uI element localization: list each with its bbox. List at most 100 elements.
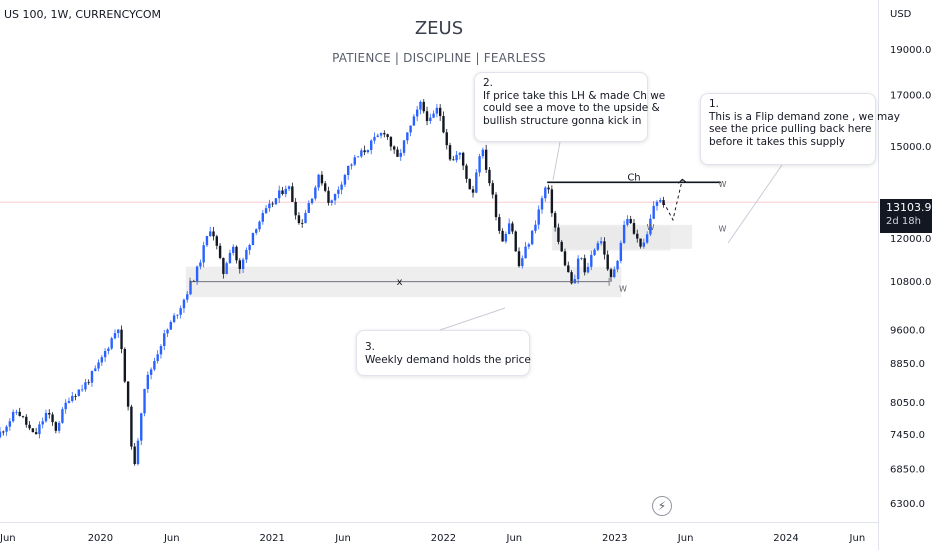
- candle-body: [232, 246, 235, 253]
- time-tick-label: Jun: [506, 533, 523, 544]
- candle-body: [120, 329, 123, 350]
- candle-body: [107, 348, 110, 351]
- candle-body: [87, 382, 90, 384]
- weekly-label: W: [619, 284, 627, 293]
- x-level-label: x: [397, 277, 403, 288]
- time-tick-label: Jun: [677, 533, 694, 544]
- candle-body: [74, 395, 77, 397]
- candle-body: [291, 186, 294, 202]
- candle-body: [179, 308, 182, 315]
- candle-body: [90, 370, 94, 383]
- candle-body: [225, 263, 228, 274]
- candle-body: [149, 369, 153, 375]
- candle-body: [51, 414, 54, 423]
- note-1[interactable]: 1. This is a Flip demand zone , we may s…: [700, 93, 900, 165]
- candle-body: [103, 350, 107, 358]
- weekly-label: W: [647, 223, 655, 232]
- price-axis[interactable]: 19000.0 17000.0 15000.0 12000.0 10800.0 9600.…: [890, 45, 931, 510]
- candle-body: [57, 422, 61, 431]
- candle-body: [64, 402, 67, 410]
- candle-body: [327, 190, 330, 203]
- candle-body: [143, 388, 146, 414]
- candle-body: [475, 172, 478, 193]
- lightning-icon[interactable]: ⚡: [652, 496, 672, 516]
- candle-body: [353, 157, 356, 165]
- candle-body: [432, 113, 435, 118]
- candle-body: [373, 136, 376, 141]
- candle-body: [386, 134, 389, 138]
- candle-body: [258, 221, 261, 230]
- candle-body: [366, 150, 370, 153]
- weekly-label: W: [718, 180, 726, 189]
- candle-body: [274, 198, 278, 205]
- candle-body: [261, 213, 264, 222]
- price-tick-label: 8050.0: [890, 398, 925, 409]
- candle-body: [606, 254, 609, 270]
- candle-body: [501, 230, 504, 242]
- candle-body: [140, 413, 143, 441]
- candle-body: [435, 107, 439, 114]
- symbol-label: US 100, 1W, CURRENCYCOM: [4, 8, 162, 21]
- candle-body: [337, 189, 340, 194]
- candle-body: [8, 421, 12, 427]
- candle-body: [11, 411, 15, 422]
- candle-body: [478, 156, 481, 173]
- candle-body: [412, 116, 416, 126]
- note1-pointer: [727, 164, 783, 244]
- candle-body: [189, 281, 192, 295]
- candle-body: [593, 249, 596, 255]
- candle-body: [34, 432, 38, 435]
- candle-body: [18, 411, 21, 416]
- annotations-layer: Ch x W W W W: [189, 172, 726, 293]
- candle-body: [652, 205, 655, 219]
- candle-body: [195, 266, 199, 282]
- candle-body: [126, 381, 130, 407]
- candle-body: [54, 422, 58, 431]
- candle-body: [642, 242, 646, 247]
- candle-body: [31, 428, 35, 433]
- candle-body: [297, 215, 301, 224]
- candle-body: [146, 374, 150, 389]
- candle-body: [156, 354, 159, 361]
- candle-body: [44, 412, 48, 422]
- candle-body: [369, 140, 373, 151]
- candle-body: [48, 412, 51, 415]
- candle-body: [609, 269, 613, 278]
- note-3[interactable]: 3. Weekly demand holds the price: [356, 330, 531, 376]
- candle-body: [425, 111, 429, 122]
- candle-body: [350, 164, 353, 166]
- candle-body: [471, 189, 475, 193]
- note-3-line: 3.: [365, 341, 376, 353]
- candle-body: [379, 133, 383, 136]
- weekly-label: W: [718, 225, 726, 234]
- candle-body: [330, 200, 333, 203]
- candle-body: [511, 223, 514, 232]
- candle-body: [415, 109, 419, 117]
- candle-body: [228, 252, 232, 264]
- note-2-line: bullish structure gonna kick in: [483, 114, 642, 127]
- candle-body: [626, 218, 629, 225]
- candle-body: [235, 246, 238, 261]
- candle-body: [540, 198, 544, 210]
- candle-body: [580, 258, 583, 259]
- time-tick-label: 2020: [88, 533, 113, 544]
- candle-body: [136, 440, 140, 465]
- candle-body: [406, 132, 409, 141]
- time-axis[interactable]: Jun 2020 Jun 2021 Jun 2022 Jun 2023 Jun 2024 Jun: [0, 533, 865, 544]
- candle-body: [218, 245, 222, 258]
- candle-body: [409, 125, 412, 133]
- time-tick-label: 2024: [773, 533, 798, 544]
- candle-body: [534, 224, 537, 231]
- candle-body: [176, 314, 179, 316]
- candle-body: [343, 175, 347, 185]
- candle-body: [507, 223, 511, 234]
- candle-body: [629, 218, 632, 224]
- note-3-line: Weekly demand holds the price: [365, 353, 531, 366]
- candle-body: [294, 201, 297, 216]
- note-2[interactable]: 2. If price take this LH & made Ch we co…: [474, 72, 665, 142]
- candle-body: [71, 395, 74, 401]
- candle-body: [268, 203, 271, 209]
- candle-body: [80, 389, 84, 391]
- candle-body: [445, 132, 448, 146]
